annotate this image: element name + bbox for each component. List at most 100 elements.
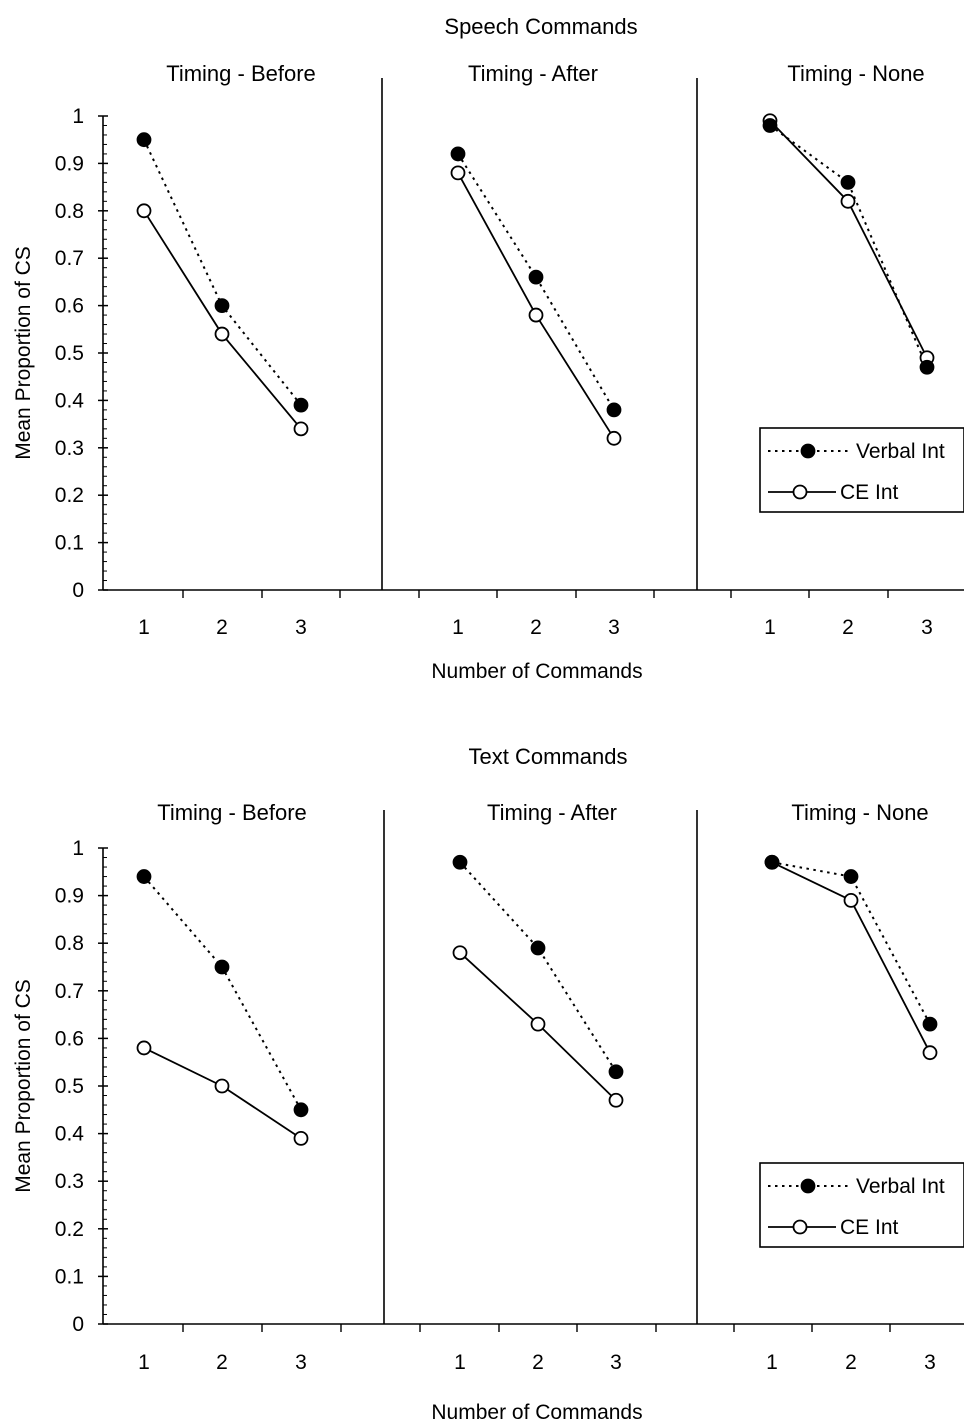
verbal-int-line <box>459 861 617 1073</box>
verbal-int-point <box>840 174 856 190</box>
y-tick-label: 0.7 <box>55 247 84 270</box>
y-tick-label: 0.6 <box>55 295 84 318</box>
verbal-int-line <box>769 124 928 368</box>
panel-timing-before: Timing - Before 1 2 3 <box>136 61 316 639</box>
y-tick-label: 0.7 <box>55 980 84 1003</box>
x-tick-label: 3 <box>608 616 620 639</box>
ce-int-line <box>143 210 302 430</box>
verbal-int-point <box>843 869 859 884</box>
ce-int-point <box>528 307 544 323</box>
y-tick-label: 0.5 <box>55 342 84 365</box>
verbal-int-point <box>136 869 152 884</box>
y-tick-label: 0.4 <box>55 389 85 412</box>
x-tick-label: 1 <box>452 616 464 639</box>
verbal-int-line <box>143 875 302 1111</box>
x-tick-label: 2 <box>532 1351 544 1374</box>
chart-title: Text Commands <box>469 744 628 769</box>
ce-int-point <box>843 892 859 908</box>
verbal-int-line <box>143 139 302 406</box>
ce-int-point <box>452 945 468 961</box>
verbal-int-point <box>764 854 780 870</box>
legend-label-verbal-int: Verbal Int <box>856 440 945 463</box>
x-tick-label: 3 <box>921 616 933 639</box>
y-tick-label: 0.2 <box>55 484 84 507</box>
ce-int-line <box>457 172 615 439</box>
y-tick-label: 0.8 <box>55 200 84 223</box>
x-tick-label: 3 <box>610 1351 622 1374</box>
verbal-int-point <box>214 959 230 975</box>
panel-title: Timing - After <box>468 61 598 86</box>
x-axis-label: Number of Commands <box>431 660 642 683</box>
legend: Verbal Int CE Int <box>759 427 964 513</box>
panel-title: Timing - After <box>487 800 617 825</box>
ce-int-point <box>606 430 622 446</box>
x-tick-label: 1 <box>764 616 776 639</box>
y-tick-label: 0.9 <box>55 885 84 908</box>
ce-int-line <box>771 861 931 1054</box>
legend-label-ce-int: CE Int <box>840 1216 899 1239</box>
x-tick-label: 1 <box>138 1351 150 1374</box>
x-tick-label: 2 <box>530 616 542 639</box>
legend-box <box>759 1162 964 1248</box>
y-tick-label: 0 <box>72 1313 84 1336</box>
panel-title: Timing - None <box>791 800 928 825</box>
x-tick-label: 3 <box>295 616 307 639</box>
ce-int-point <box>840 193 856 209</box>
y-tick-label: 0.2 <box>55 1218 84 1241</box>
y-tick-label: 0.3 <box>55 437 84 460</box>
ce-int-point <box>214 326 230 342</box>
legend-ce-marker <box>792 1219 808 1235</box>
x-tick-label: 3 <box>924 1351 936 1374</box>
y-tick-label: 0 <box>72 579 84 602</box>
x-tick-label: 1 <box>454 1351 466 1374</box>
ce-int-point <box>293 421 309 437</box>
legend-verbal-marker <box>800 443 816 459</box>
legend-box <box>759 427 964 513</box>
x-tick-label: 2 <box>216 616 228 639</box>
x-tick-label: 1 <box>766 1351 778 1374</box>
legend-ce-marker <box>792 484 808 500</box>
y-tick-label: 0.1 <box>55 1265 84 1288</box>
verbal-int-point <box>530 940 546 956</box>
ce-int-point <box>293 1130 309 1146</box>
legend: Verbal Int CE Int <box>759 1162 964 1248</box>
y-tick-label: 1 <box>72 837 84 860</box>
x-tick-label: 1 <box>138 616 150 639</box>
verbal-int-line <box>771 861 931 1025</box>
y-tick-label: 0.9 <box>55 152 84 175</box>
y-tick-label: 1 <box>72 105 84 128</box>
panel-title: Timing - Before <box>166 61 316 86</box>
verbal-int-point <box>762 118 778 133</box>
verbal-int-point <box>608 1064 624 1080</box>
chart-speech-commands: Speech Commands 0 0.1 0.2 0.3 0.4 0.5 0.6 0.7 0.8… <box>12 14 964 683</box>
legend-verbal-marker <box>800 1178 816 1194</box>
x-tick-label: 3 <box>295 1351 307 1374</box>
ce-int-point <box>530 1016 546 1032</box>
panel-timing-none: Timing - None 1 2 3 <box>762 61 935 639</box>
verbal-int-point <box>136 132 152 148</box>
verbal-int-point <box>452 854 468 870</box>
x-axis-label: Number of Commands <box>431 1401 642 1421</box>
legend-label-ce-int: CE Int <box>840 481 899 504</box>
panel-timing-after: Timing - After 1 2 3 <box>452 800 624 1374</box>
y-axis-label: Mean Proportion of CS <box>12 979 35 1193</box>
x-tick-label: 2 <box>216 1351 228 1374</box>
panel-title: Timing - Before <box>157 800 307 825</box>
verbal-int-point <box>450 146 466 162</box>
verbal-int-point <box>214 298 230 314</box>
ce-int-line <box>769 120 928 359</box>
ce-int-point <box>214 1078 230 1094</box>
ce-int-point <box>136 203 152 219</box>
ce-int-point <box>608 1092 624 1108</box>
y-tick-label: 0.4 <box>55 1123 85 1146</box>
chart-title: Speech Commands <box>444 14 637 39</box>
verbal-int-point <box>922 1016 938 1032</box>
y-tick-label: 0.6 <box>55 1027 84 1050</box>
y-tick-label: 0.3 <box>55 1170 84 1193</box>
y-tick-label: 0.5 <box>55 1075 84 1098</box>
panel-timing-before: Timing - Before 1 2 3 <box>136 800 309 1374</box>
chart-text-commands: Text Commands 0 0.1 0.2 0.3 0.4 0.5 0.6 0.7 0.8 0.… <box>12 744 964 1421</box>
legend-label-verbal-int: Verbal Int <box>856 1175 945 1198</box>
verbal-int-point <box>528 269 544 285</box>
